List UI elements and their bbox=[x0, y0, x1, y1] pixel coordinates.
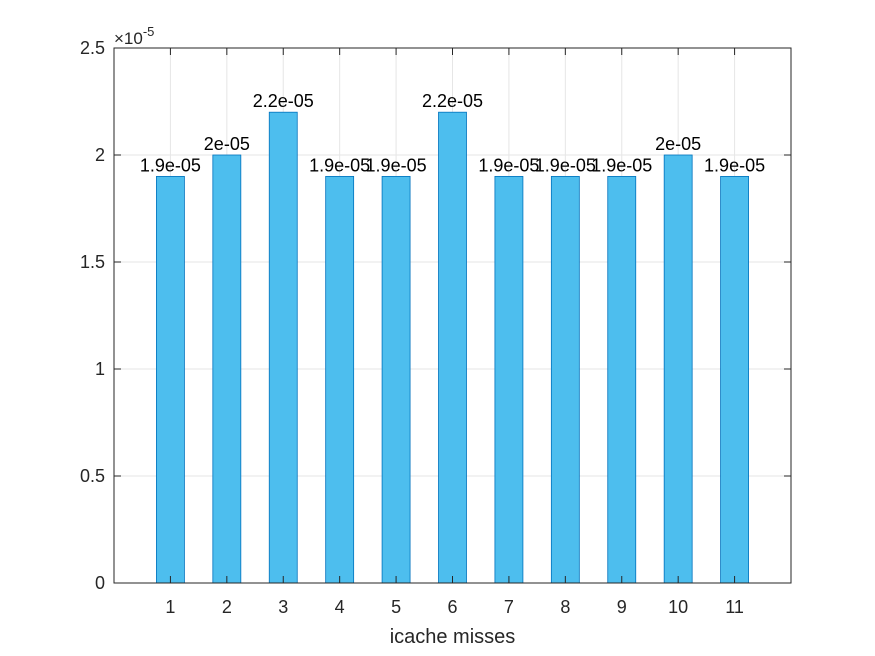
bar-data-label: 1.9e-05 bbox=[704, 155, 765, 175]
y-tick-label: 2 bbox=[95, 145, 105, 165]
bar-data-label: 1.9e-05 bbox=[309, 155, 370, 175]
x-tick-label: 6 bbox=[447, 597, 457, 617]
x-tick-label: 11 bbox=[725, 597, 744, 617]
y-exponent-power: -5 bbox=[143, 24, 155, 39]
bar-data-label: 2.2e-05 bbox=[422, 91, 483, 111]
bar-data-label: 2e-05 bbox=[655, 134, 701, 154]
x-tick-label: 7 bbox=[504, 597, 514, 617]
bar bbox=[550, 175, 580, 584]
bar bbox=[325, 175, 355, 584]
y-tick-label: 2.5 bbox=[80, 38, 105, 58]
bar bbox=[438, 111, 467, 584]
bar bbox=[381, 175, 411, 584]
bar bbox=[720, 175, 749, 584]
bar bbox=[268, 111, 298, 584]
y-tick-label: 1 bbox=[95, 359, 105, 379]
bar-data-label: 1.9e-05 bbox=[535, 155, 596, 175]
bar bbox=[663, 154, 693, 584]
y-tick-label: 0 bbox=[95, 573, 105, 593]
bar bbox=[156, 175, 185, 584]
x-axis-label: icache misses bbox=[390, 626, 516, 648]
y-tick-label: 1.5 bbox=[80, 252, 105, 272]
bar bbox=[607, 175, 637, 584]
bar bbox=[212, 154, 242, 584]
bar-data-label: 1.9e-05 bbox=[366, 155, 427, 175]
bar bbox=[494, 175, 524, 584]
bars bbox=[156, 111, 749, 584]
bar-data-label: 2e-05 bbox=[204, 134, 250, 154]
x-tick-label: 5 bbox=[391, 597, 401, 617]
data-labels: 1.9e-052e-052.2e-051.9e-051.9e-052.2e-05… bbox=[140, 91, 765, 175]
axis-ticks: 0 0.5 1 1.5 2 2.5 1 2 3 4 5 6 7 8 9 10 11 bbox=[80, 38, 791, 617]
bar-data-label: 1.9e-05 bbox=[140, 155, 201, 175]
bar-data-label: 1.9e-05 bbox=[591, 155, 652, 175]
x-tick-label: 9 bbox=[617, 597, 627, 617]
x-tick-label: 8 bbox=[560, 597, 570, 617]
bar-data-label: 1.9e-05 bbox=[478, 155, 539, 175]
y-axis-exponent: ×10-5 bbox=[114, 24, 154, 48]
x-tick-label: 10 bbox=[668, 597, 688, 617]
x-tick-label: 4 bbox=[335, 597, 345, 617]
x-tick-label: 3 bbox=[278, 597, 288, 617]
y-tick-label: 0.5 bbox=[80, 466, 105, 486]
x-tick-label: 2 bbox=[222, 597, 232, 617]
bar-data-label: 2.2e-05 bbox=[253, 91, 314, 111]
x-tick-label: 1 bbox=[165, 597, 175, 617]
y-exponent-base: ×10 bbox=[114, 29, 143, 48]
